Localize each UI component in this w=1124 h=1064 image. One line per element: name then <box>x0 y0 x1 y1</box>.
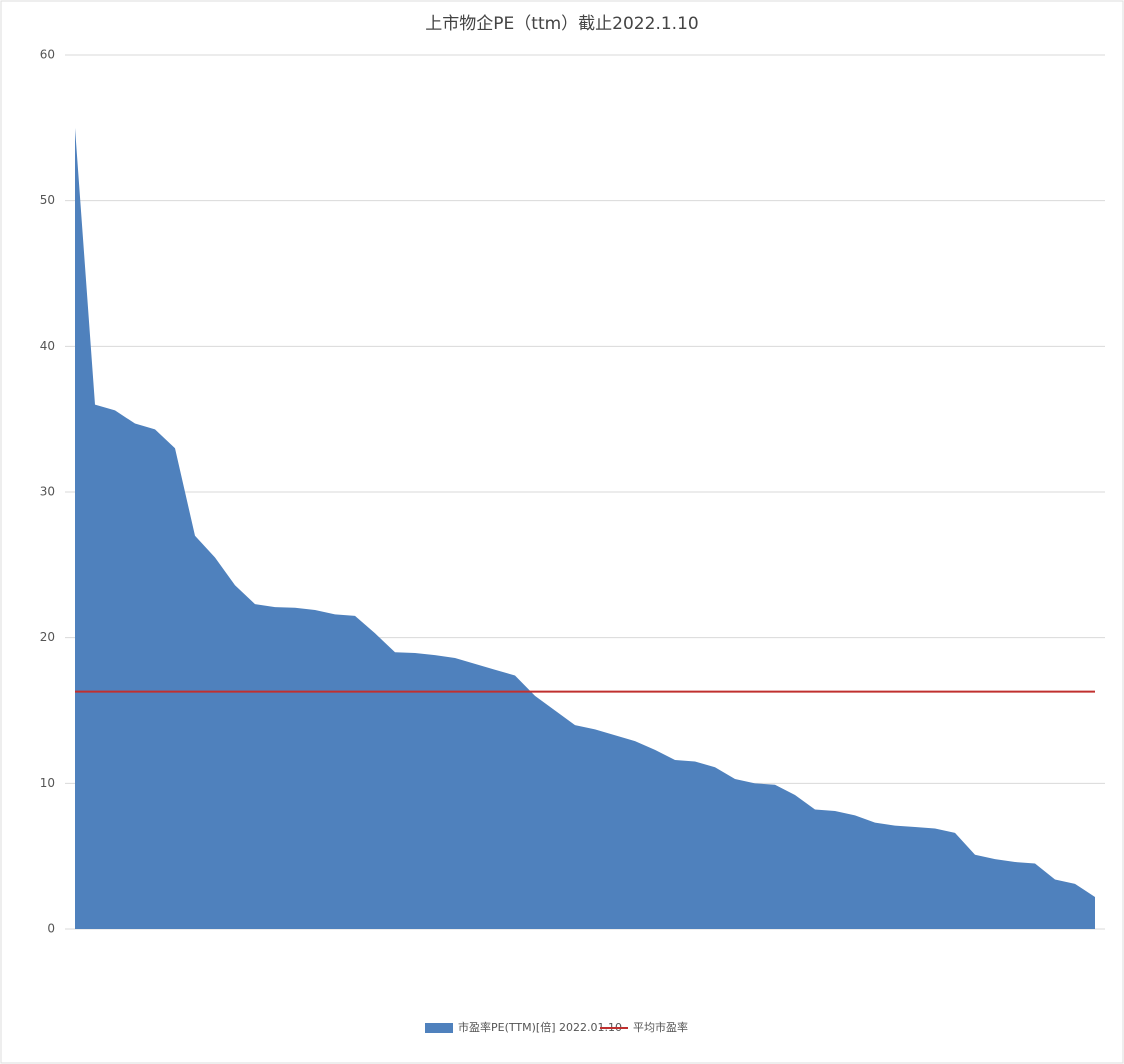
y-tick-label: 30 <box>40 485 55 499</box>
y-tick-label: 10 <box>40 776 55 790</box>
legend-label: 平均市盈率 <box>633 1020 688 1034</box>
y-tick-label: 0 <box>47 922 55 936</box>
legend-label: 市盈率PE(TTM)[倍] 2022.01.10 <box>458 1020 622 1034</box>
chart-title: 上市物企PE（ttm）截止2022.1.10 <box>425 14 698 34</box>
legend-swatch <box>425 1023 453 1033</box>
y-tick-label: 50 <box>40 193 55 207</box>
area <box>75 127 1095 930</box>
y-tick-label: 40 <box>40 339 55 353</box>
y-tick-label: 20 <box>40 630 55 644</box>
y-tick-label: 60 <box>40 48 55 62</box>
